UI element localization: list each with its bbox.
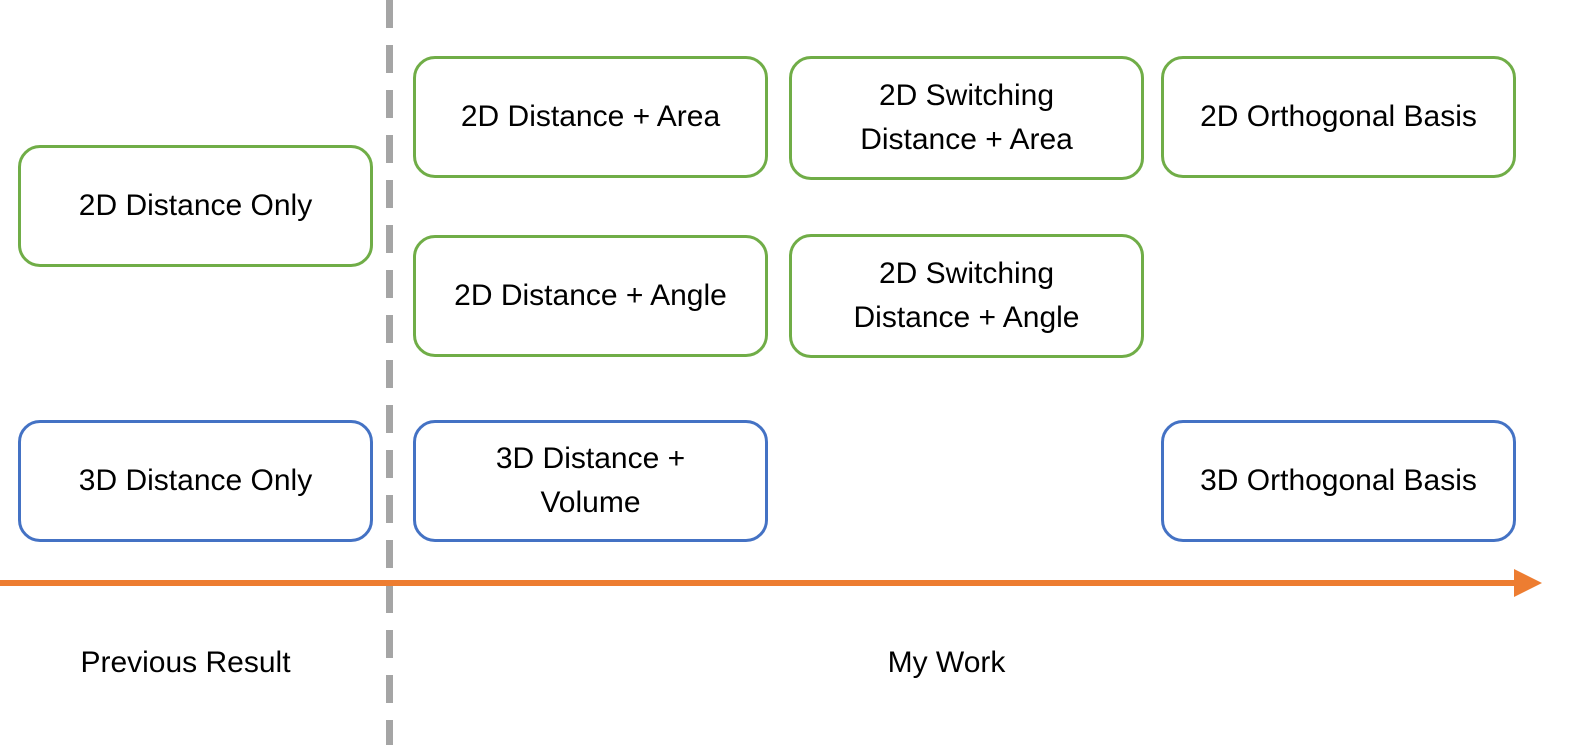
label-previous-result: Previous Result [80, 646, 291, 679]
label-my-work: My Work [887, 646, 1006, 679]
box-2d-distance-only: 2D Distance Only [18, 145, 373, 267]
timeline-arrow [0, 569, 1542, 597]
box-3d-distance-volume: 3D Distance + Volume [413, 420, 768, 542]
box-2d-switching-distance-area: 2D Switching Distance + Area [789, 56, 1144, 180]
box-3d-orthogonal-basis: 3D Orthogonal Basis [1161, 420, 1516, 542]
box-2d-switching-distance-angle: 2D Switching Distance + Angle [789, 234, 1144, 358]
box-2d-distance-area: 2D Distance + Area [413, 56, 768, 178]
box-2d-orthogonal-basis: 2D Orthogonal Basis [1161, 56, 1516, 178]
divider-dashed-line [386, 0, 393, 745]
box-2d-distance-angle: 2D Distance + Angle [413, 235, 768, 357]
box-3d-distance-only: 3D Distance Only [18, 420, 373, 542]
